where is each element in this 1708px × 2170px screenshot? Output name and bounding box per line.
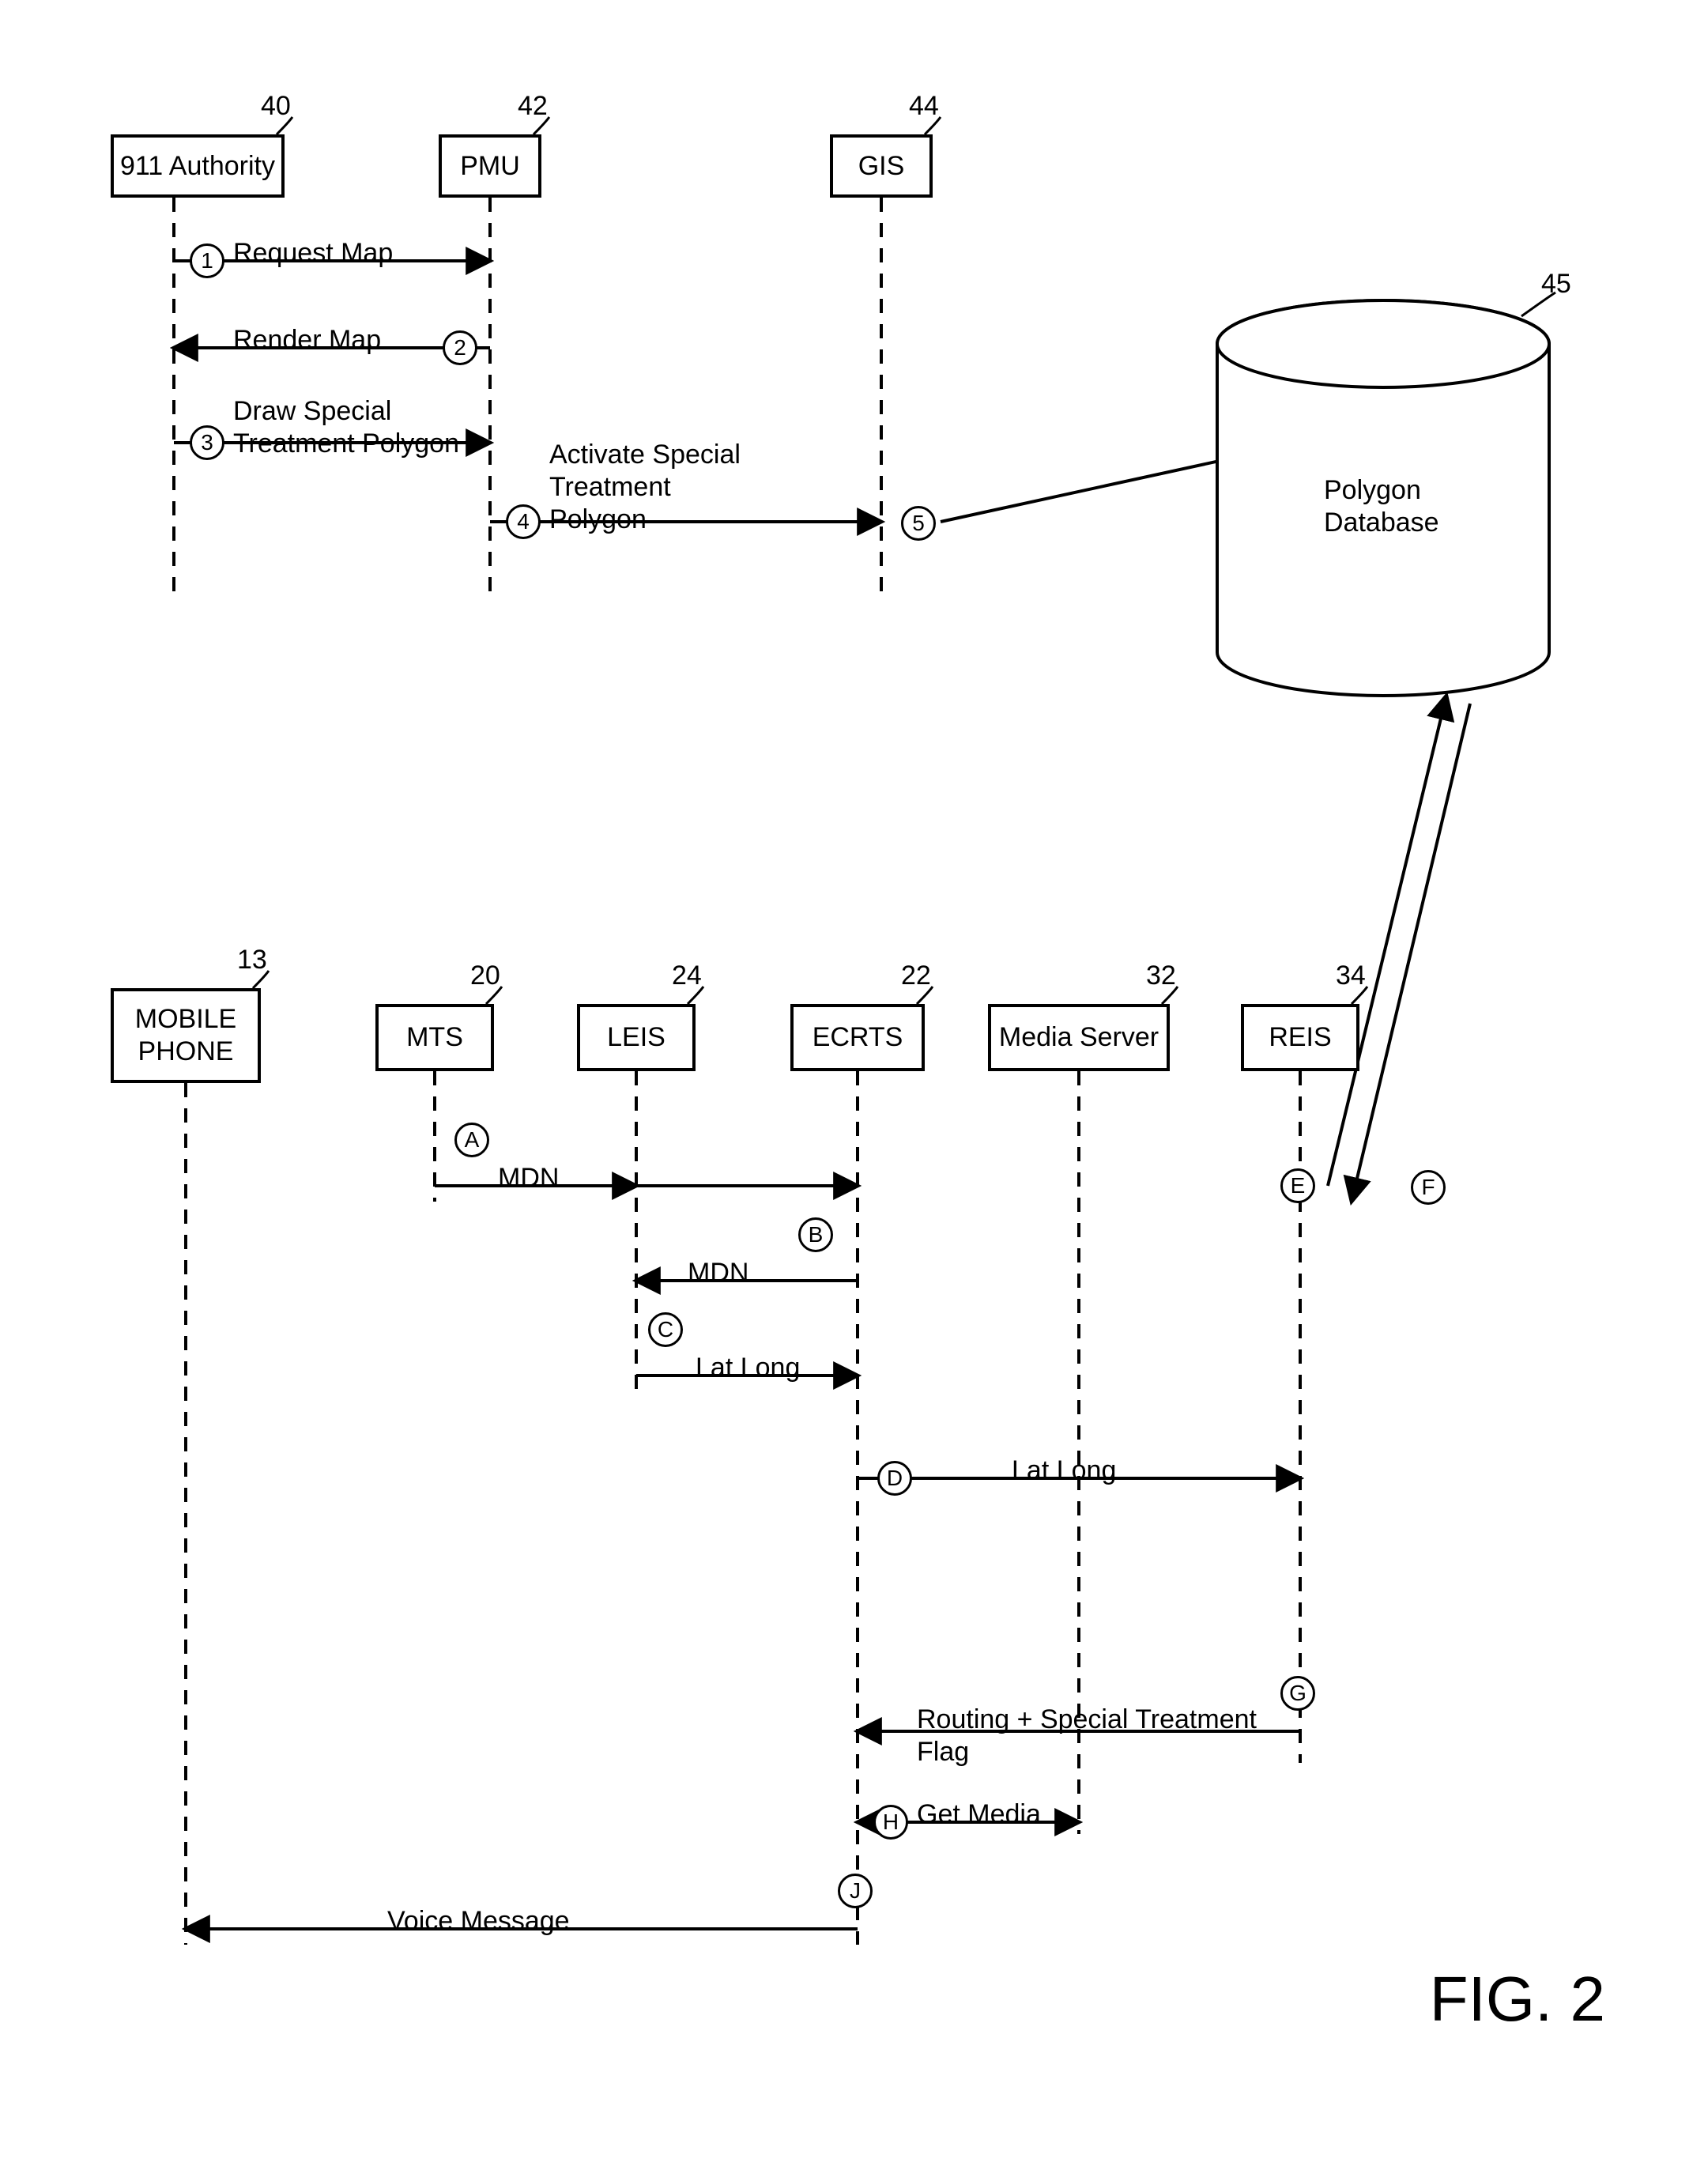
step-5-marker: 5: [901, 506, 936, 541]
leis-box: LEIS: [577, 1004, 696, 1071]
authority-box: 911 Authority: [111, 134, 285, 198]
msg-4-label: Activate SpecialTreatmentPolygon: [549, 439, 741, 535]
step-G-marker: G: [1280, 1676, 1315, 1711]
pmu-box: PMU: [439, 134, 541, 198]
media-box: Media Server: [988, 1004, 1170, 1071]
pmu-ref: 42: [518, 91, 548, 122]
msg-J-label: Voice Message: [387, 1905, 570, 1938]
step-J-marker: J: [838, 1874, 873, 1908]
msg-3-label: Draw SpecialTreatment Polygon: [233, 395, 459, 460]
reis-ref: 34: [1336, 960, 1366, 991]
authority-ref: 40: [261, 91, 291, 122]
step-3-marker: 3: [190, 425, 224, 460]
ecrts-ref: 22: [901, 960, 931, 991]
step-1-marker: 1: [190, 243, 224, 278]
mobile-box: MOBILEPHONE: [111, 988, 261, 1083]
mts-ref: 20: [470, 960, 500, 991]
msg-B-label: MDN: [688, 1257, 748, 1289]
step-E-marker: E: [1280, 1168, 1315, 1203]
gis-box: GIS: [830, 134, 933, 198]
msg-D-label: Lat Long: [1012, 1455, 1116, 1487]
step-B-marker: B: [798, 1217, 833, 1252]
leis-ref: 24: [672, 960, 702, 991]
step-F-marker: F: [1411, 1170, 1446, 1205]
msg-G-label: Routing + Special TreatmentFlag: [917, 1704, 1257, 1768]
msg-C-label: Lat Long: [696, 1352, 800, 1384]
msg-2-label: Render Map: [233, 324, 381, 357]
step-D-marker: D: [877, 1461, 912, 1496]
step-C-marker: C: [648, 1312, 683, 1347]
msg-H-label: Get Media: [917, 1798, 1041, 1831]
msg-A-label: MDN: [498, 1162, 559, 1194]
step-A-marker: A: [454, 1123, 489, 1157]
mobile-ref: 13: [237, 945, 267, 976]
polygon-db-ref: 45: [1541, 269, 1571, 300]
step-H-marker: H: [873, 1805, 908, 1840]
msg-1-label: Request Map: [233, 237, 393, 270]
gis-ref: 44: [909, 91, 939, 122]
step-4-marker: 4: [506, 504, 541, 539]
ecrts-box: ECRTS: [790, 1004, 925, 1071]
media-ref: 32: [1146, 960, 1176, 991]
reis-box: REIS: [1241, 1004, 1359, 1071]
polygon-db-label: PolygonDatabase: [1324, 474, 1439, 539]
step-2-marker: 2: [443, 330, 477, 365]
mts-box: MTS: [375, 1004, 494, 1071]
